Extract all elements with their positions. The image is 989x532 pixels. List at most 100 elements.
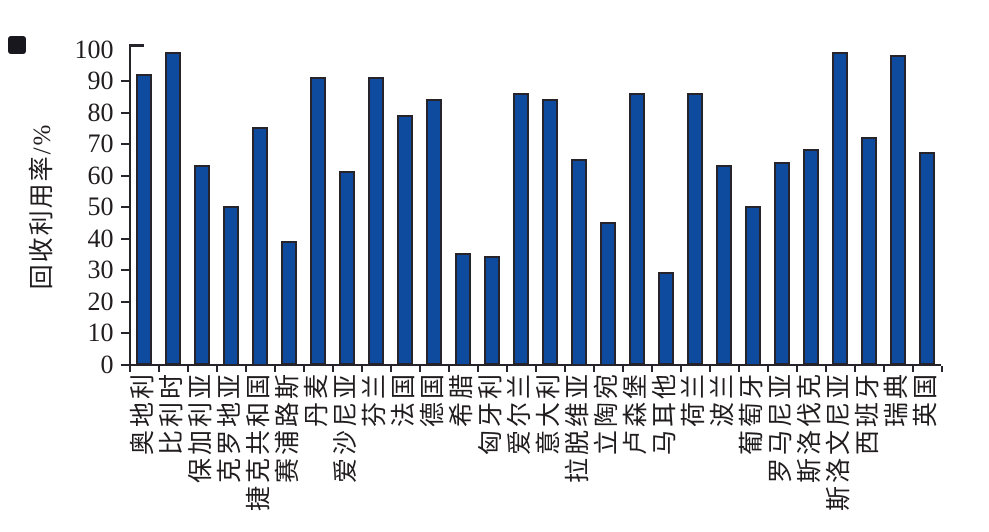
bar bbox=[135, 73, 152, 366]
y-tick-mark bbox=[120, 143, 129, 145]
bar bbox=[280, 240, 297, 366]
x-tick-mark bbox=[564, 366, 566, 372]
y-tick-mark bbox=[120, 300, 129, 303]
y-tick-mark bbox=[120, 80, 129, 82]
bar bbox=[599, 221, 616, 366]
x-category-label: 捷克共和国 bbox=[245, 371, 273, 512]
x-tick-mark bbox=[593, 366, 595, 372]
y-tick-label: 30 bbox=[87, 255, 114, 284]
x-category-label: 赛浦路斯 bbox=[274, 371, 302, 484]
bar bbox=[251, 127, 268, 366]
bar bbox=[744, 206, 761, 366]
x-category-label: 保加利亚 bbox=[187, 371, 215, 484]
x-category-label: 马耳他 bbox=[651, 371, 679, 456]
bar bbox=[831, 51, 848, 366]
x-tick-mark bbox=[129, 366, 131, 372]
bar bbox=[889, 54, 906, 366]
bar bbox=[309, 76, 326, 366]
x-category-label: 葡萄牙 bbox=[738, 371, 766, 456]
x-tick-mark bbox=[941, 366, 943, 372]
bar bbox=[222, 206, 239, 366]
x-category-label: 斯洛伐克 bbox=[796, 371, 824, 484]
x-category-label: 卢森堡 bbox=[622, 371, 650, 456]
x-category-label: 匈牙利 bbox=[477, 371, 505, 456]
y-tick-label: 100 bbox=[74, 34, 114, 64]
x-tick-mark bbox=[419, 366, 421, 372]
x-category-label: 比利时 bbox=[158, 371, 186, 456]
y-tick-mark bbox=[120, 237, 129, 240]
y-tick-label: 50 bbox=[87, 192, 114, 221]
x-category-label: 奥地利 bbox=[129, 371, 157, 456]
x-category-label: 罗马尼亚 bbox=[767, 371, 795, 484]
y-axis-top-tick bbox=[128, 44, 144, 47]
bar bbox=[425, 98, 442, 366]
x-tick-mark bbox=[245, 366, 247, 372]
x-tick-mark bbox=[216, 366, 218, 372]
x-tick-mark bbox=[535, 366, 537, 372]
y-tick-mark bbox=[120, 206, 129, 208]
x-category-label: 拉脱维亚 bbox=[564, 371, 592, 484]
x-category-label: 德国 bbox=[419, 371, 447, 428]
x-tick-mark bbox=[303, 366, 305, 372]
bar bbox=[193, 165, 210, 366]
bar bbox=[454, 253, 471, 366]
x-category-label: 芬兰 bbox=[361, 371, 389, 428]
x-category-label: 克罗地亚 bbox=[216, 371, 244, 484]
bar bbox=[860, 136, 877, 366]
x-tick-mark bbox=[332, 366, 334, 372]
x-category-label: 希腊 bbox=[448, 371, 476, 428]
bar bbox=[512, 92, 529, 366]
x-category-label: 爱尔兰 bbox=[506, 371, 534, 456]
y-tick-label: 0 bbox=[100, 349, 114, 379]
x-category-label: 英国 bbox=[912, 371, 940, 428]
x-tick-mark bbox=[825, 366, 827, 372]
bar bbox=[570, 158, 587, 366]
x-tick-mark bbox=[506, 366, 508, 372]
x-tick-mark bbox=[651, 366, 653, 372]
x-category-label: 立陶宛 bbox=[593, 371, 621, 456]
x-category-label: 法国 bbox=[390, 371, 418, 428]
x-tick-mark bbox=[622, 366, 624, 372]
bar bbox=[628, 92, 645, 366]
x-category-label: 西班牙 bbox=[854, 371, 882, 456]
x-tick-mark bbox=[158, 366, 160, 372]
y-tick-label: 70 bbox=[87, 129, 114, 158]
x-tick-mark bbox=[912, 366, 914, 372]
x-tick-mark bbox=[448, 366, 450, 372]
x-tick-mark bbox=[390, 366, 392, 372]
x-category-label: 荷兰 bbox=[680, 371, 708, 428]
x-tick-mark bbox=[883, 366, 885, 372]
bar bbox=[802, 149, 819, 366]
bar bbox=[338, 171, 355, 366]
bar bbox=[541, 98, 558, 366]
y-tick-label: 10 bbox=[87, 318, 114, 347]
x-tick-mark bbox=[361, 366, 363, 372]
x-tick-mark bbox=[796, 366, 798, 372]
bar bbox=[918, 152, 935, 366]
figure-bullet-marker bbox=[8, 36, 26, 54]
bar bbox=[367, 76, 384, 366]
x-tick-mark bbox=[477, 366, 479, 372]
x-tick-mark bbox=[767, 366, 769, 372]
y-tick-label: 20 bbox=[87, 286, 114, 316]
y-tick-mark bbox=[120, 174, 129, 177]
x-tick-mark bbox=[738, 366, 740, 372]
bar bbox=[483, 256, 500, 366]
bar bbox=[164, 51, 181, 366]
x-tick-mark bbox=[274, 366, 276, 372]
x-tick-mark bbox=[680, 366, 682, 372]
x-tick-mark bbox=[854, 366, 856, 372]
x-axis-line bbox=[123, 363, 941, 366]
y-tick-label: 40 bbox=[87, 223, 114, 253]
y-tick-mark bbox=[120, 332, 129, 334]
x-category-label: 斯洛文尼亚 bbox=[825, 371, 853, 512]
bar bbox=[396, 114, 413, 366]
x-category-label: 意大利 bbox=[535, 371, 563, 456]
y-axis-line bbox=[128, 44, 131, 366]
y-tick-label: 90 bbox=[87, 66, 114, 95]
bar bbox=[773, 161, 790, 366]
x-category-label: 爱沙尼亚 bbox=[332, 371, 360, 484]
bar bbox=[715, 165, 732, 366]
y-tick-mark bbox=[120, 269, 129, 271]
